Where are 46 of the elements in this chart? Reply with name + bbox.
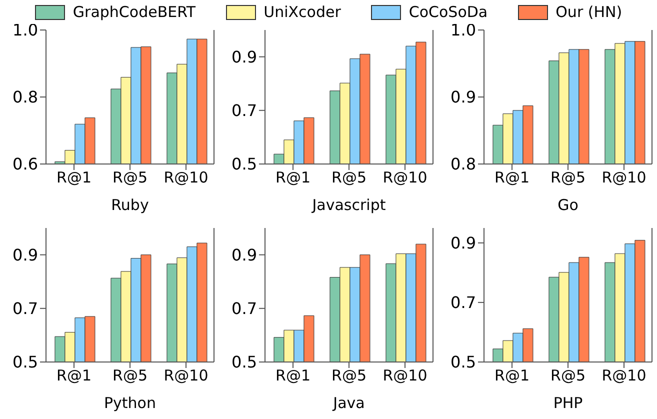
x-tick-label: R@10 [382,366,428,385]
y-tick-label: 0.9 [450,88,476,107]
x-tick-label: R@10 [164,168,208,187]
x-tick-label: R@1 [276,168,310,187]
x-tick-label: R@10 [602,168,646,187]
x-tick-label: R@5 [332,168,366,187]
legend-label: GraphCodeBERT [72,3,196,21]
legend-label: UniXcoder [264,3,341,21]
y-tick-label: 0.9 [12,245,38,264]
x-tick-label: R@1 [56,168,92,187]
y-tick-label: 0.8 [450,154,476,174]
y-tick-label: 0.7 [232,101,257,120]
x-axis-title: Go [558,196,578,214]
y-tick-label: 0.6 [12,154,38,174]
x-axis-title: PHP [553,394,583,412]
x-tick-label: R@5 [332,366,366,385]
legend-label: CoCoSoDa [408,3,488,21]
x-axis-title: Java [332,394,365,412]
x-tick-label: R@1 [494,366,530,385]
x-axis-title: Javascript [311,196,386,214]
y-tick-label: 0.9 [450,234,476,253]
x-tick-label: R@10 [164,366,208,385]
y-tick-label: 0.5 [232,352,257,372]
x-tick-label: R@5 [112,168,148,187]
x-tick-label: R@1 [56,366,92,385]
y-tick-label: 1.0 [450,20,476,40]
x-axis-title: Python [104,394,156,412]
y-tick-label: 1.0 [12,20,38,40]
x-tick-label: R@10 [382,168,428,187]
x-tick-label: R@10 [602,366,646,385]
y-tick-label: 0.5 [12,352,38,372]
x-tick-label: R@5 [550,366,586,385]
y-tick-label: 0.7 [232,299,257,318]
y-tick-label: 0.7 [12,299,38,318]
y-tick-label: 0.5 [450,352,476,372]
y-tick-label: 0.7 [450,293,476,312]
y-tick-label: 0.9 [232,245,257,264]
x-tick-label: R@5 [112,366,148,385]
y-tick-label: 0.8 [12,88,38,107]
legend-label: Our (HN) [556,3,622,21]
x-axis-title: Ruby [111,196,149,214]
y-tick-label: 0.9 [232,47,257,66]
x-tick-label: R@1 [276,366,310,385]
x-tick-label: R@5 [550,168,586,187]
y-tick-label: 0.5 [232,154,257,174]
x-tick-label: R@1 [494,168,530,187]
